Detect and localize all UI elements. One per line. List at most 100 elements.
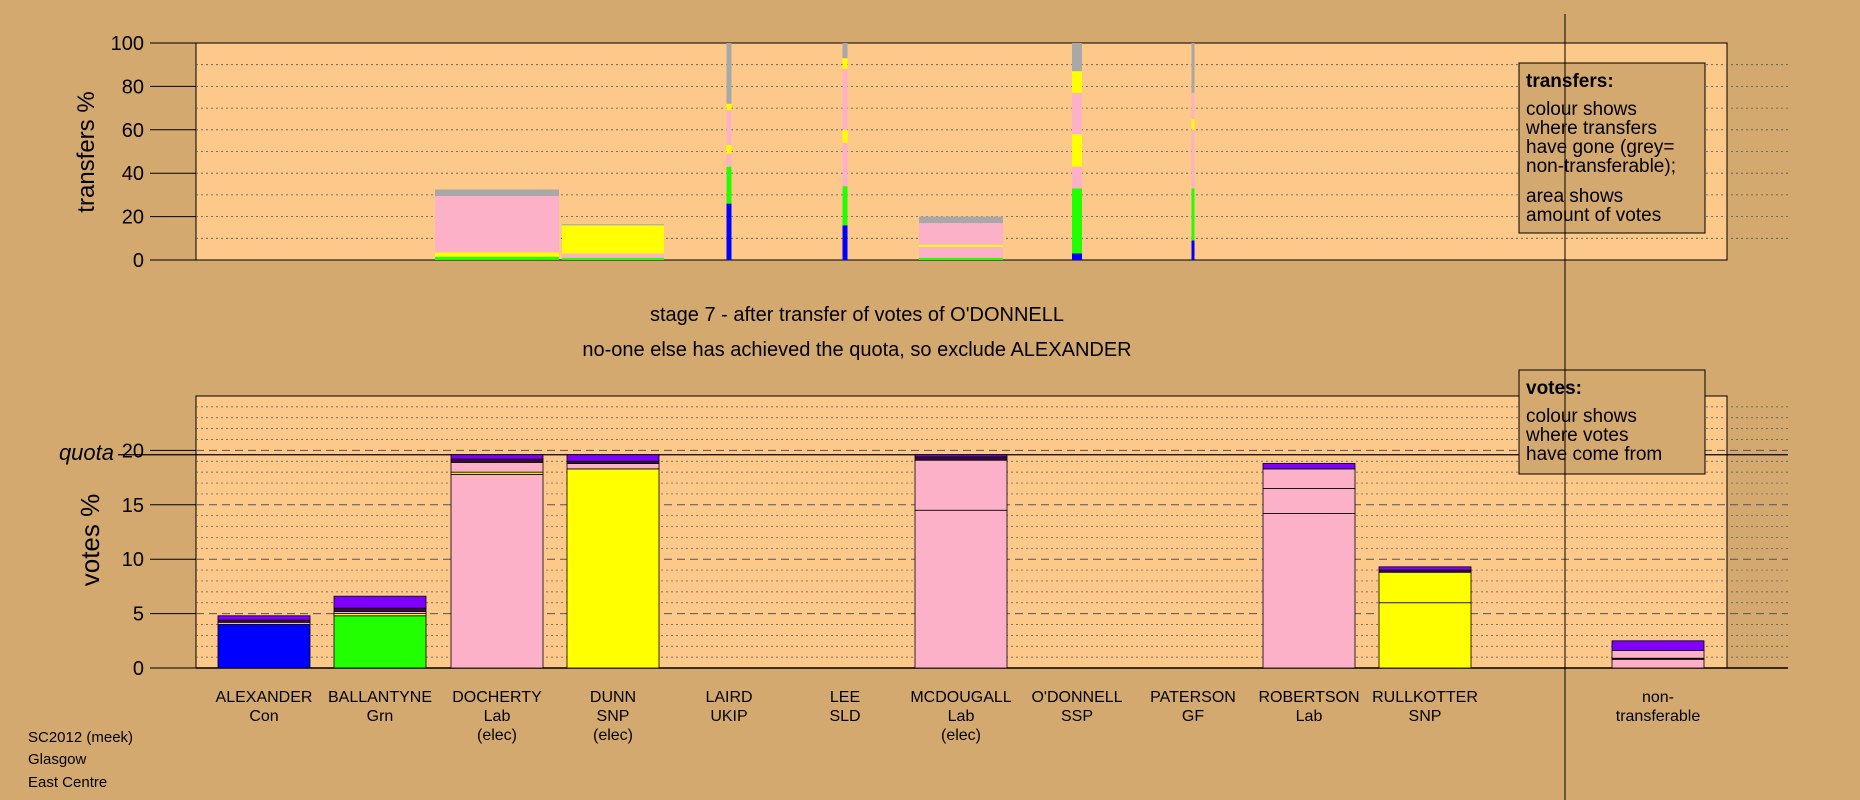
transfer-segment-snp [842,129,848,143]
votes-y-axis: 0 5 10 15 20 [122,440,196,680]
transfers-bars [435,43,1195,260]
x-label-candidate: DOCHERTY [452,689,542,706]
vote-bar-segment [566,463,660,470]
vote-bar-segment [1262,468,1356,489]
transfer-segment-lab [1072,92,1082,135]
transfer-segment-snp [842,58,848,70]
transfers-legend-line: area shows [1526,186,1623,207]
transfer-segment-snp [919,244,1003,247]
transfer-segment-grn [562,257,664,260]
transfer-segment-snp [1072,71,1082,93]
transfer-segment-grn [842,186,848,226]
votes-legend-line: where votes [1525,425,1628,446]
vote-bar-segment [450,461,544,473]
transfer-segment-snp [726,144,732,154]
transfer-segment-con [1191,240,1195,260]
vote-bar-segment [450,458,544,463]
nontransferable-bar-segment [1611,658,1705,669]
quota-label: quota [59,440,114,465]
transfer-segment-snp [1191,118,1195,130]
votes-legend: votes: colour shows where votes have com… [1518,369,1706,475]
vote-bar-segment [1378,602,1472,669]
transfer-segment-lab [435,195,559,253]
x-label-candidate: PATERSON [1150,689,1236,706]
transfer-segment-lab [842,69,848,130]
vote-bar-segment [914,509,1008,669]
y-tick-label: 40 [122,163,144,185]
x-label-party: Lab [1296,708,1323,725]
y-tick-label: 0 [133,658,144,680]
transfers-legend-line: have gone (grey= [1526,137,1674,158]
y-tick-label: 5 [133,604,144,626]
nontransferable-bar-segment [1611,640,1705,651]
transfer-segment-lab [919,223,1003,245]
y-tick-label: 10 [122,549,144,571]
votes-x-axis-labels: ALEXANDER Con BALLANTYNE Grn DOCHERTY Lab (ele… [216,689,1701,744]
transfer-segment-grn [726,166,732,204]
y-tick-label: 80 [122,76,144,98]
x-label-candidate: MCDOUGALL [910,689,1011,706]
transfers-y-axis: 0 20 40 60 80 100 [111,33,196,272]
transfer-segment-lab [1191,92,1195,119]
transfer-segment-lab [1072,166,1082,189]
vote-bar-segment [1378,571,1472,604]
x-label-party: SSP [1061,708,1093,725]
transfer-segment-con [726,203,732,260]
transfers-legend-line: amount of votes [1526,205,1661,226]
vote-bar-segment [1262,513,1356,669]
x-label-party: SNP [597,708,630,725]
transfer-segment-con [842,225,848,260]
x-label-candidate: ROBERTSON [1258,689,1359,706]
transfer-segment-grn [435,256,559,260]
stage-decision: no-one else has achieved the quota, so e… [582,339,1131,361]
footer-ward: East Centre [28,774,107,791]
x-label-party: Con [249,708,278,725]
vote-bar-segment [333,607,427,612]
y-tick-label: 60 [122,120,144,142]
transfer-segment-snp [435,252,559,257]
x-label-candidate: RULLKOTTER [1372,689,1478,706]
vote-bar-segment [217,615,311,621]
x-label-party: SNP [1409,708,1442,725]
y-tick-label: 20 [122,207,144,229]
footer-election: SC2012 (meek) [28,729,133,746]
transfer-segment-lab [1191,129,1195,189]
vote-bar-segment [566,454,660,462]
x-label-nontransferable: transferable [1616,708,1701,725]
footer-council: Glasgow [28,751,87,768]
transfer-segment-non_transferable [1191,43,1195,93]
transfers-legend-title: transfers: [1526,71,1614,92]
y-tick-label: 100 [111,33,144,55]
x-label-candidate: ALEXANDER [216,689,313,706]
transfer-segment-lab [726,153,732,167]
x-label-party: GF [1182,708,1204,725]
transfer-segment-non_transferable [1072,43,1082,72]
transfer-segment-lab [726,110,732,145]
y-tick-label: 0 [133,250,144,272]
stage-caption: stage 7 - after transfer of votes of O'D… [650,304,1064,326]
x-label-candidate: LEE [830,689,860,706]
nontransferable-bar-segment [1611,650,1705,659]
vote-bar-segment [1378,566,1472,571]
x-label-candidate: BALLANTYNE [328,689,432,706]
transfers-legend-line: where transfers [1525,118,1657,139]
vote-bar-segment [217,624,311,669]
transfer-segment-snp [726,103,732,111]
x-label-party: Lab [484,708,511,725]
transfers-legend-line: colour shows [1526,99,1637,120]
vote-bar-segment [450,454,544,460]
x-label-status: (elec) [941,727,981,744]
transfer-segment-lab [919,246,1003,258]
x-label-candidate: DUNN [590,689,636,706]
votes-y-axis-title: votes % [75,494,105,587]
x-label-nontransferable: non- [1642,689,1674,706]
votes-legend-line: colour shows [1526,406,1637,427]
transfer-segment-non_transferable [435,189,559,196]
vote-bar-segment [914,459,1008,511]
x-label-party: Lab [948,708,975,725]
x-label-candidate: LAIRD [705,689,752,706]
transfers-legend: transfers: colour shows where transfers … [1518,62,1706,234]
x-label-party: Grn [367,708,394,725]
vote-bar-segment [1262,488,1356,514]
